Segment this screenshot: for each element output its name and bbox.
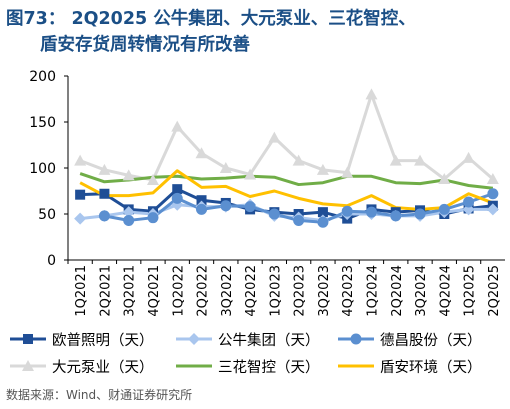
series-4-point [365, 88, 378, 100]
title-prefix: 图73： [6, 9, 66, 29]
series-3-point [341, 205, 353, 217]
legend-marker-4 [22, 360, 34, 371]
x-tick-label: 3Q2023 [317, 265, 332, 317]
series-1-point [196, 195, 207, 206]
series-4-point [316, 163, 329, 175]
series-3-point [365, 206, 377, 218]
title-line2: 盾安存货周转情况有所改善 [40, 35, 250, 55]
series-3-point [171, 192, 183, 204]
series-2-point [486, 203, 499, 216]
legend-label-3: 德昌股份（天） [380, 332, 482, 349]
series-4-point [438, 173, 451, 185]
x-tick-label: 4Q2024 [438, 265, 453, 317]
series-4-point [486, 173, 499, 185]
series-1-point [75, 189, 86, 200]
legend-label-2: 公牛集团（天） [218, 332, 320, 349]
series-3-point [123, 214, 135, 226]
title-line1: 2Q2025 公牛集团、大元泵业、三花智控、 [71, 9, 416, 29]
legend-marker-3 [350, 333, 362, 345]
x-tick-label: 4Q2021 [147, 265, 162, 317]
legend-label-1: 欧普照明（天） [52, 332, 154, 349]
series-4-point [341, 166, 354, 178]
x-tick-label: 1Q2024 [365, 265, 380, 317]
x-tick-label: 2Q2022 [196, 265, 211, 317]
legend-marker-2 [188, 333, 200, 345]
series-4-point [292, 154, 305, 166]
series-3-point [220, 200, 232, 212]
chart-axes: 0 50 100 150 200 1Q2021 2Q2021 3Q2021 4Q2021 1Q20… [29, 69, 505, 317]
chart-title: 图73： 2Q2025 公牛集团、大元泵业、三花智控、 盾安存货周转情况有所改善 [6, 6, 506, 58]
series-4-point [244, 168, 257, 180]
series-3-point [317, 216, 329, 228]
y-tick-label: 150 [29, 115, 56, 131]
legend-marker-1 [23, 334, 33, 344]
series-3-point [196, 203, 208, 215]
legend-label-5: 三花智控（天） [218, 359, 320, 376]
series-4-point [414, 154, 427, 166]
y-tick-label: 50 [38, 207, 56, 223]
series-line-4 [79, 92, 494, 182]
legend-label-4: 大元泵业（天） [52, 359, 154, 376]
x-tick-label: 1Q2021 [74, 265, 89, 317]
series-4-point [389, 154, 402, 166]
y-tick-label: 0 [47, 253, 56, 269]
series-3-point [293, 214, 305, 226]
series-markers [74, 88, 499, 228]
x-tick-label: 4Q2023 [341, 265, 356, 317]
x-tick-label: 1Q2022 [171, 265, 186, 317]
x-tick-label: 1Q2023 [268, 265, 283, 317]
series-2-point [122, 206, 135, 219]
series-4-point [98, 163, 111, 175]
x-tick-label: 3Q2022 [220, 265, 235, 317]
x-tick-label: 2Q2025 [487, 265, 502, 317]
x-tick-label: 3Q2021 [123, 265, 138, 317]
series-4-point [122, 169, 135, 181]
series-3-point [487, 188, 499, 200]
series-3-point [147, 212, 159, 224]
series-line-5 [79, 172, 494, 190]
series-2-point [74, 212, 87, 225]
series-1-point [317, 207, 328, 218]
series-3-point [438, 203, 450, 215]
x-tick-label: 2Q2023 [293, 265, 308, 317]
series-1-point [99, 188, 110, 199]
x-tick-label: 1Q2025 [463, 265, 478, 317]
series-1-point [172, 184, 183, 195]
series-3-point [98, 210, 110, 222]
series-lines [79, 92, 494, 224]
chart-legend: 欧普照明（天） 公牛集团（天） 德昌股份（天） 大元泵业（天） 三花智控（天） 盾安环境（… [10, 332, 482, 376]
y-tick-label: 200 [29, 69, 56, 85]
series-4-point [146, 173, 159, 185]
source-note: 数据来源：Wind、财通证券研究所 [6, 388, 193, 402]
x-tick-label: 2Q2024 [390, 265, 405, 317]
x-tick-label: 4Q2022 [244, 265, 259, 317]
series-3-point [390, 210, 402, 222]
series-3-point [463, 196, 475, 208]
x-tick-label: 2Q2021 [98, 265, 113, 317]
series-4-point [462, 151, 475, 163]
series-4-point [74, 154, 87, 166]
series-4-point [195, 147, 208, 159]
series-4-point [171, 120, 184, 132]
series-3-point [244, 201, 256, 213]
series-3-point [414, 208, 426, 220]
legend-label-6: 盾安环境（天） [380, 358, 482, 376]
y-tick-label: 100 [29, 161, 56, 177]
x-tick-label: 3Q2024 [414, 265, 429, 317]
series-3-point [268, 208, 280, 220]
series-4-point [219, 162, 232, 173]
series-4-point [268, 131, 281, 143]
